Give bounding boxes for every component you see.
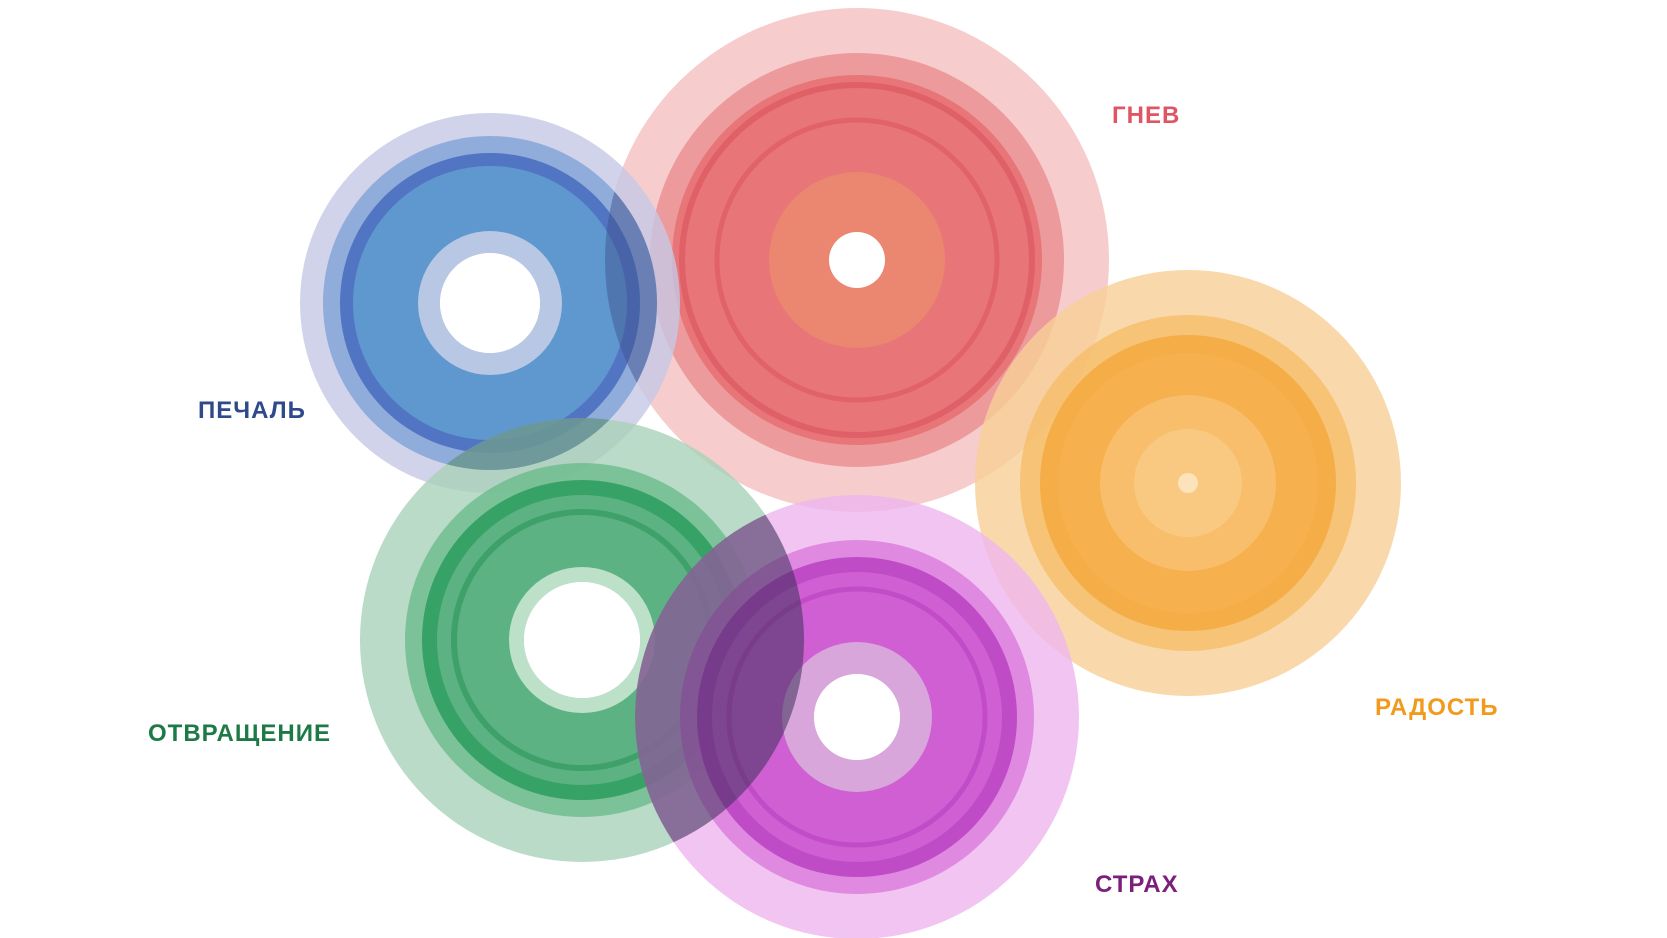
fear-center-hole-top [814,674,900,760]
anger-circle [605,8,1109,512]
sadness-center-hole-top [440,253,540,353]
anger-center-hole [829,232,885,288]
joy-circle [975,270,1401,696]
label-fear: СТРАХ [1095,871,1179,898]
label-anger: ГНЕВ [1112,102,1180,129]
label-joy: РАДОСТЬ [1375,694,1499,721]
joy-center-dot [1178,473,1198,493]
anger-ring-line-1 [679,82,1035,438]
label-disgust: ОТВРАЩЕНИЕ [148,720,331,747]
label-sadness: ПЕЧАЛЬ [198,397,306,424]
anger-ring-line-2 [714,117,1000,403]
disgust-center-hole-top [524,582,640,698]
